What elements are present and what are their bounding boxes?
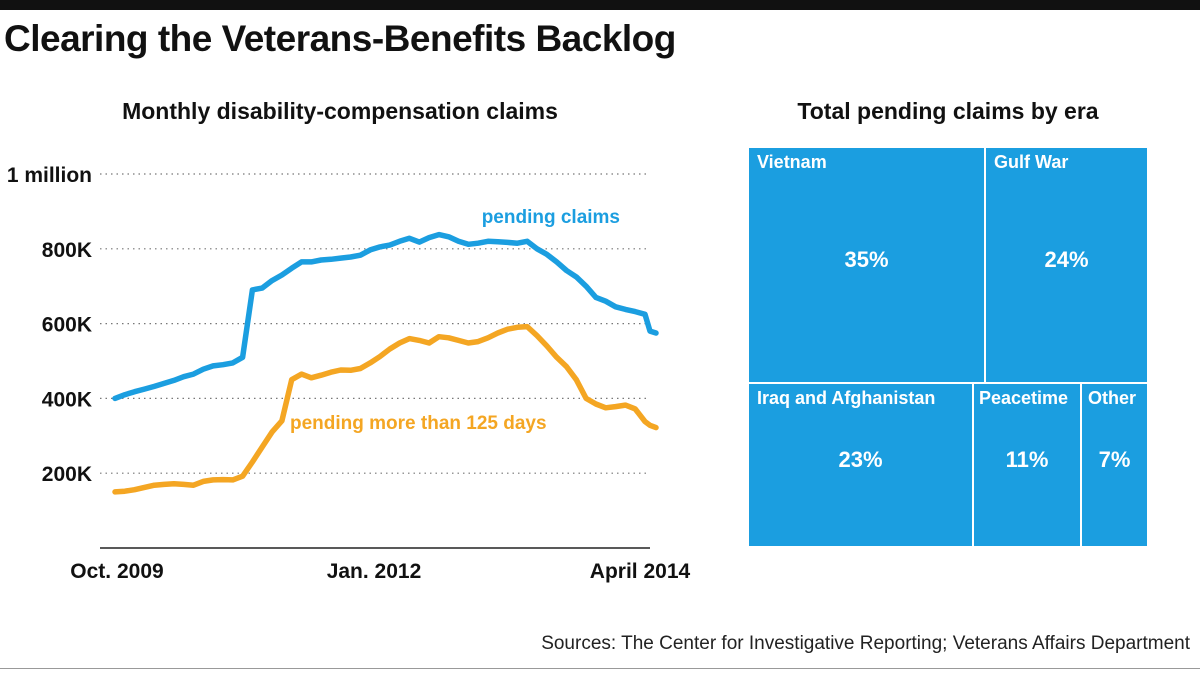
treemap-cell-peacetime: Peacetime 11% bbox=[973, 383, 1081, 547]
x-tick-label: Jan. 2012 bbox=[327, 560, 422, 583]
x-tick-label: Oct. 2009 bbox=[70, 560, 163, 583]
y-tick-label: 400K bbox=[42, 388, 92, 411]
bottom-rule bbox=[0, 668, 1200, 669]
y-tick-label: 800K bbox=[42, 239, 92, 262]
treemap-cell-vietnam: Vietnam 35% bbox=[748, 147, 985, 383]
top-rule bbox=[0, 0, 1200, 10]
treemap-value: 24% bbox=[1044, 247, 1089, 272]
source-note: Sources: The Center for Investigative Re… bbox=[541, 633, 1190, 654]
treemap-value: 11% bbox=[1005, 447, 1049, 472]
treemap-cell-iraq-afghanistan: Iraq and Afghanistan 23% bbox=[748, 383, 973, 547]
treemap-label: Iraq and Afghanistan bbox=[757, 388, 936, 408]
line-chart: 200K 400K 600K 800K 1 million Oct. 2009 Jan. 2… bbox=[7, 164, 691, 583]
treemap-value: 23% bbox=[838, 447, 883, 472]
series-label-pending-claims: pending claims bbox=[482, 207, 620, 228]
treemap-value: 7% bbox=[1098, 447, 1131, 472]
x-tick-label: April 2014 bbox=[590, 560, 691, 583]
treemap-cell-gulf-war: Gulf War 24% bbox=[985, 147, 1148, 383]
treemap-label: Gulf War bbox=[994, 152, 1069, 172]
headline: Clearing the Veterans-Benefits Backlog bbox=[4, 18, 676, 59]
y-tick-label: 1 million bbox=[7, 164, 92, 187]
treemap: Vietnam 35% Gulf War 24% Iraq and Afghan… bbox=[748, 147, 1148, 547]
treemap-cell-other: Other 7% bbox=[1081, 383, 1148, 547]
series-line-pending-claims bbox=[112, 231, 659, 402]
series-label-pending-125-days: pending more than 125 days bbox=[290, 413, 547, 434]
y-tick-label: 200K bbox=[42, 463, 92, 486]
treemap-label: Peacetime bbox=[979, 388, 1069, 408]
line-chart-title: Monthly disability-compensation claims bbox=[122, 98, 558, 124]
treemap-value: 35% bbox=[844, 247, 889, 272]
y-tick-label: 600K bbox=[42, 314, 92, 337]
series-line-pending-125-days bbox=[112, 323, 659, 495]
treemap-label: Vietnam bbox=[757, 152, 827, 172]
treemap-label: Other bbox=[1088, 388, 1137, 408]
treemap-title: Total pending claims by era bbox=[797, 98, 1099, 124]
